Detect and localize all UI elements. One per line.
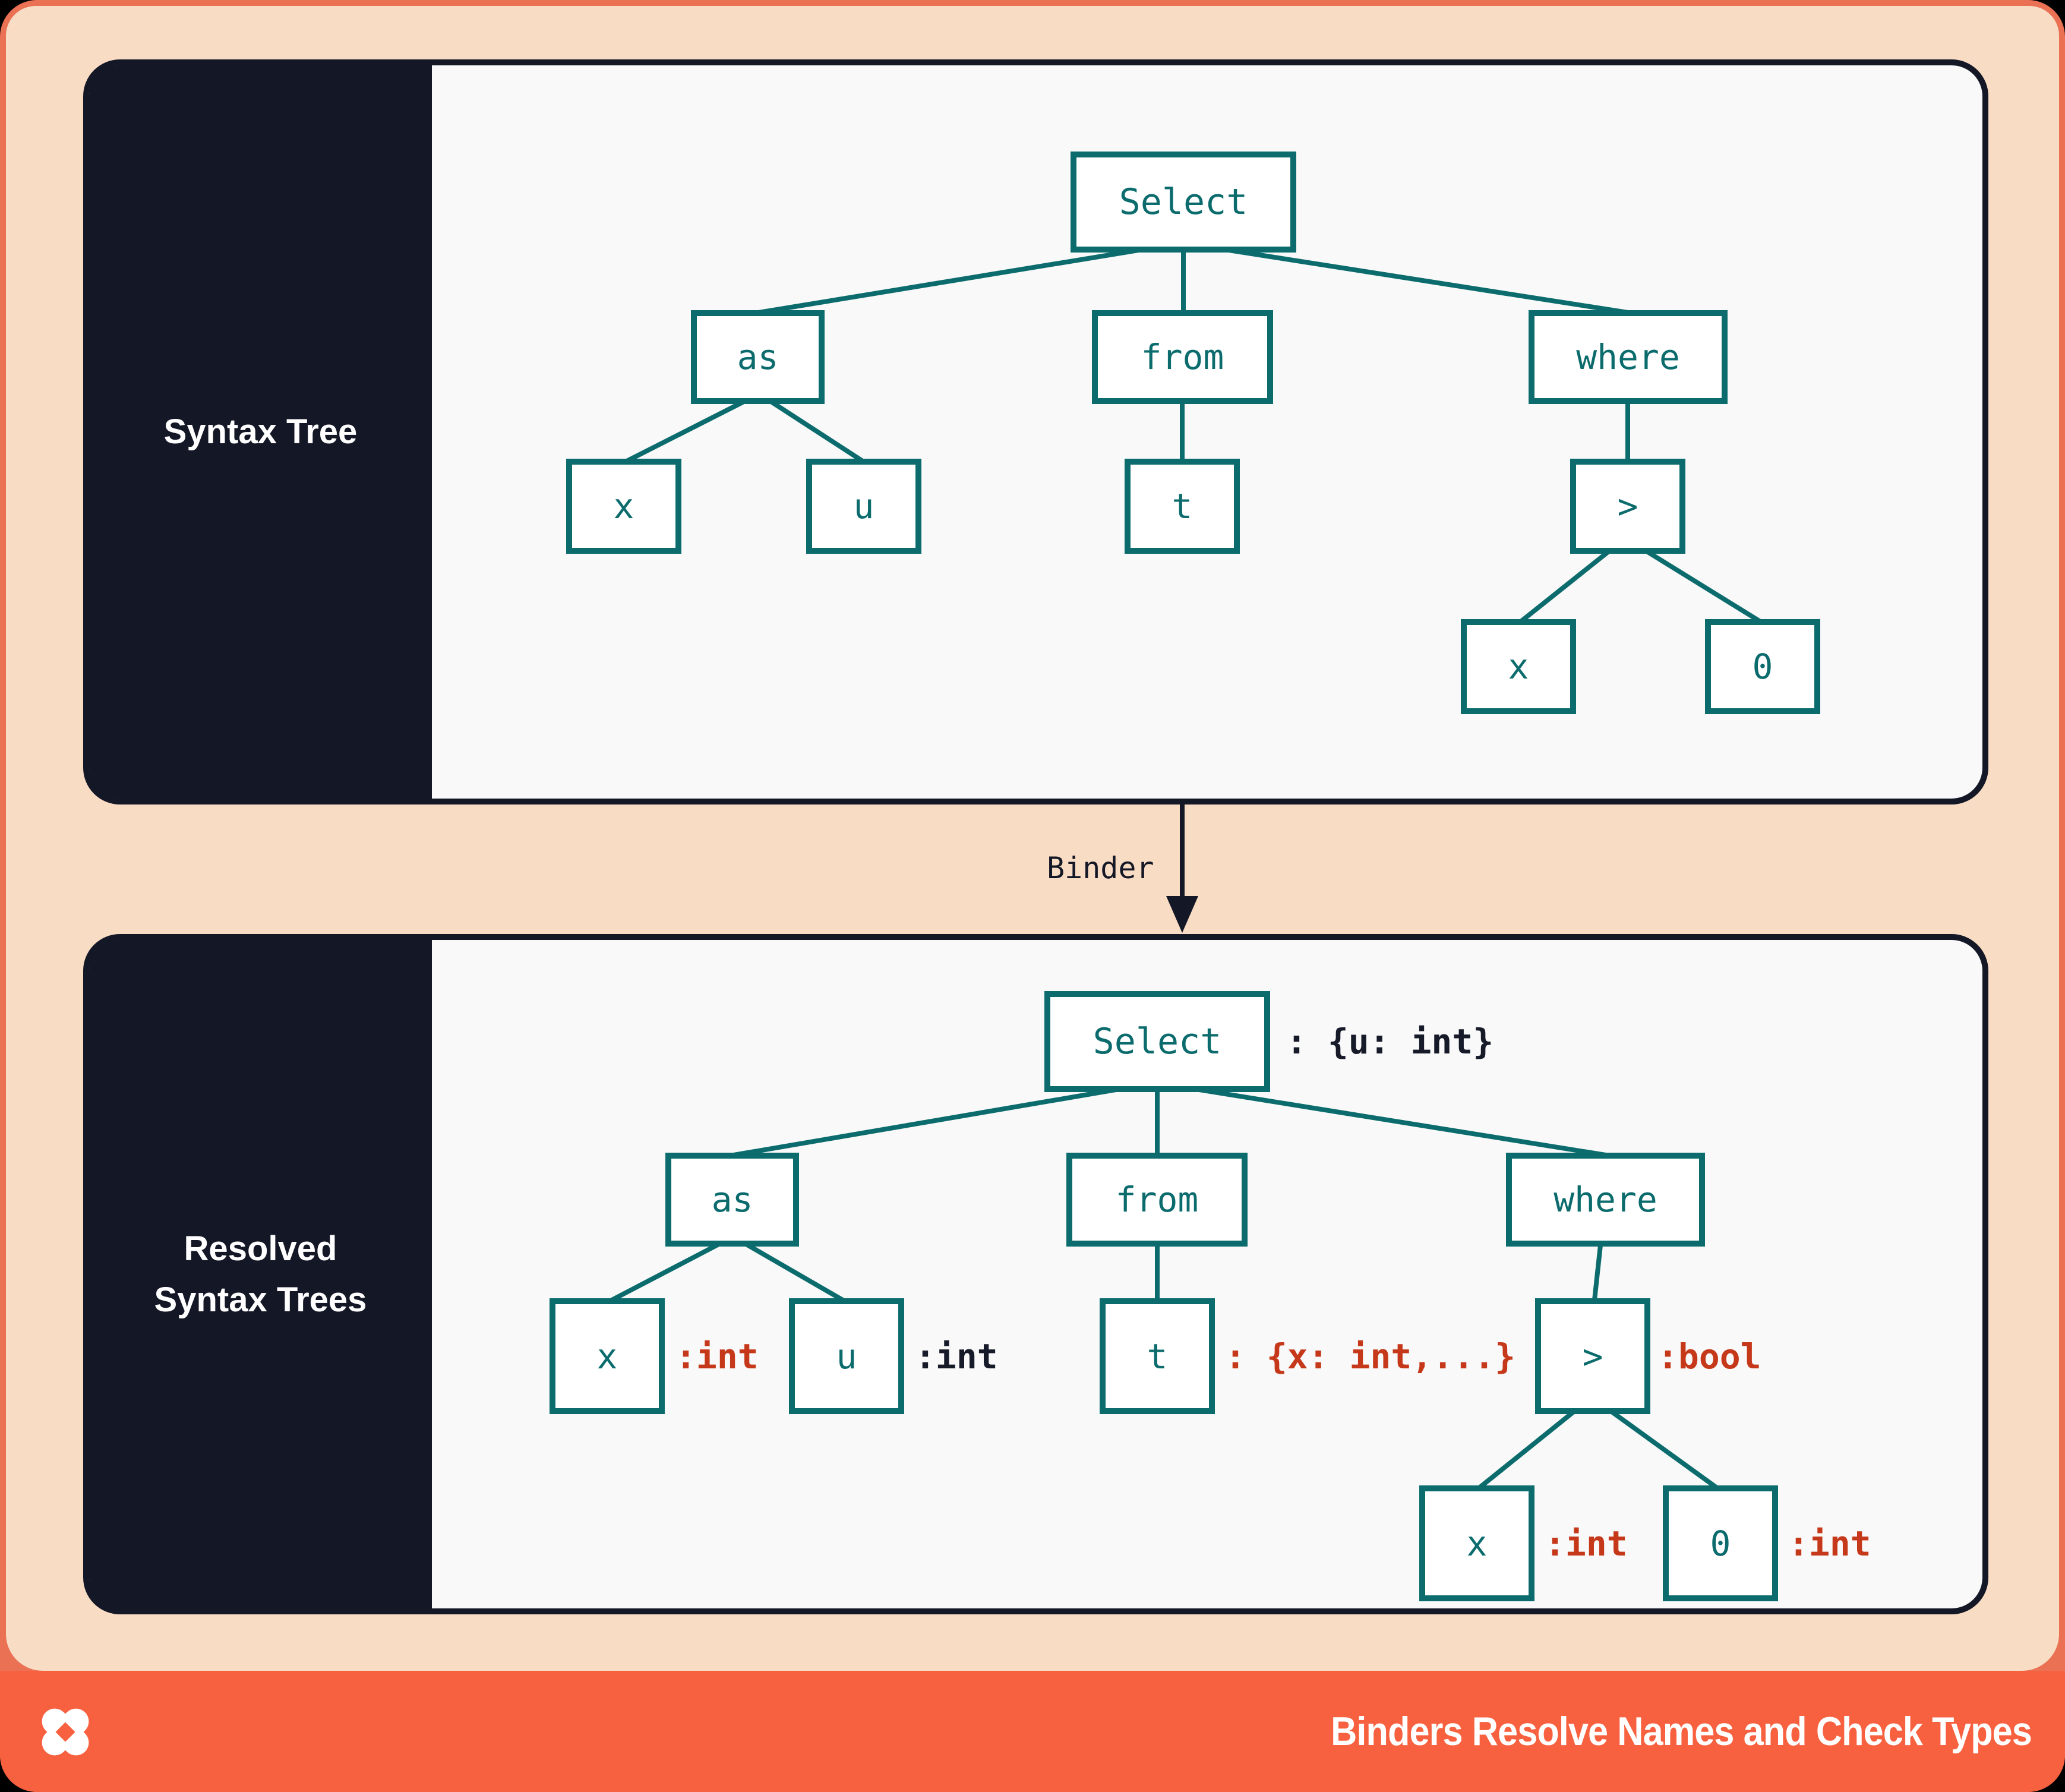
tree1-node-zero: 0 [1705,619,1820,714]
tree2-annotation-u-alias: :int [915,1336,998,1377]
resolved-trees-sidebar-label-line2: Syntax Trees [154,1280,367,1319]
tree2-annotation-gt: :bool [1657,1336,1761,1377]
tree1-node-t: t [1125,459,1240,554]
tree2-node-where: where [1506,1153,1705,1247]
tree2-node-u-alias: u [789,1298,904,1414]
resolved-trees-sidebar: Resolved Syntax Trees [89,940,432,1608]
resolved-trees-sidebar-label-line1: Resolved [184,1229,337,1268]
tree2-node-t: t [1100,1298,1215,1414]
tree2-node-select: Select [1044,991,1270,1092]
footer-bar: Binders Resolve Names and Check Types [0,1671,2065,1792]
tree1-node-x-alias: x [566,459,681,554]
tree2-annotation-select: : {u: int} [1286,1021,1494,1062]
tree2-node-as: as [665,1153,799,1247]
tree1-node-gt: > [1570,459,1685,554]
tree2-node-x-cond: x [1419,1485,1534,1601]
x-star-logo [42,1708,89,1756]
tree1-node-as: as [691,310,825,404]
footer-title: Binders Resolve Names and Check Types [1331,1709,2032,1754]
tree2-node-from: from [1066,1153,1248,1247]
binder-label: Binder [1047,851,1154,885]
tree2-annotation-zero: :int [1788,1523,1871,1564]
tree2-annotation-t: : {x: int,...} [1225,1336,1515,1377]
tree1-node-u-alias: u [806,459,921,554]
tree2-node-gt: > [1535,1298,1650,1414]
tree1-node-from: from [1092,310,1273,404]
syntax-tree-sidebar-label: Syntax Tree [163,412,358,451]
syntax-tree-sidebar: Syntax Tree [89,65,432,799]
syntax-tree-panel: Syntax Tree [83,59,1988,804]
tree2-node-x-alias: x [550,1298,665,1414]
tree2-node-zero: 0 [1663,1485,1778,1601]
tree1-node-where: where [1529,310,1728,404]
tree2-annotation-x-cond: :int [1545,1523,1628,1564]
tree2-annotation-x-alias: :int [675,1336,759,1377]
tree1-node-x-cond: x [1461,619,1576,714]
tree1-node-select: Select [1071,152,1296,253]
